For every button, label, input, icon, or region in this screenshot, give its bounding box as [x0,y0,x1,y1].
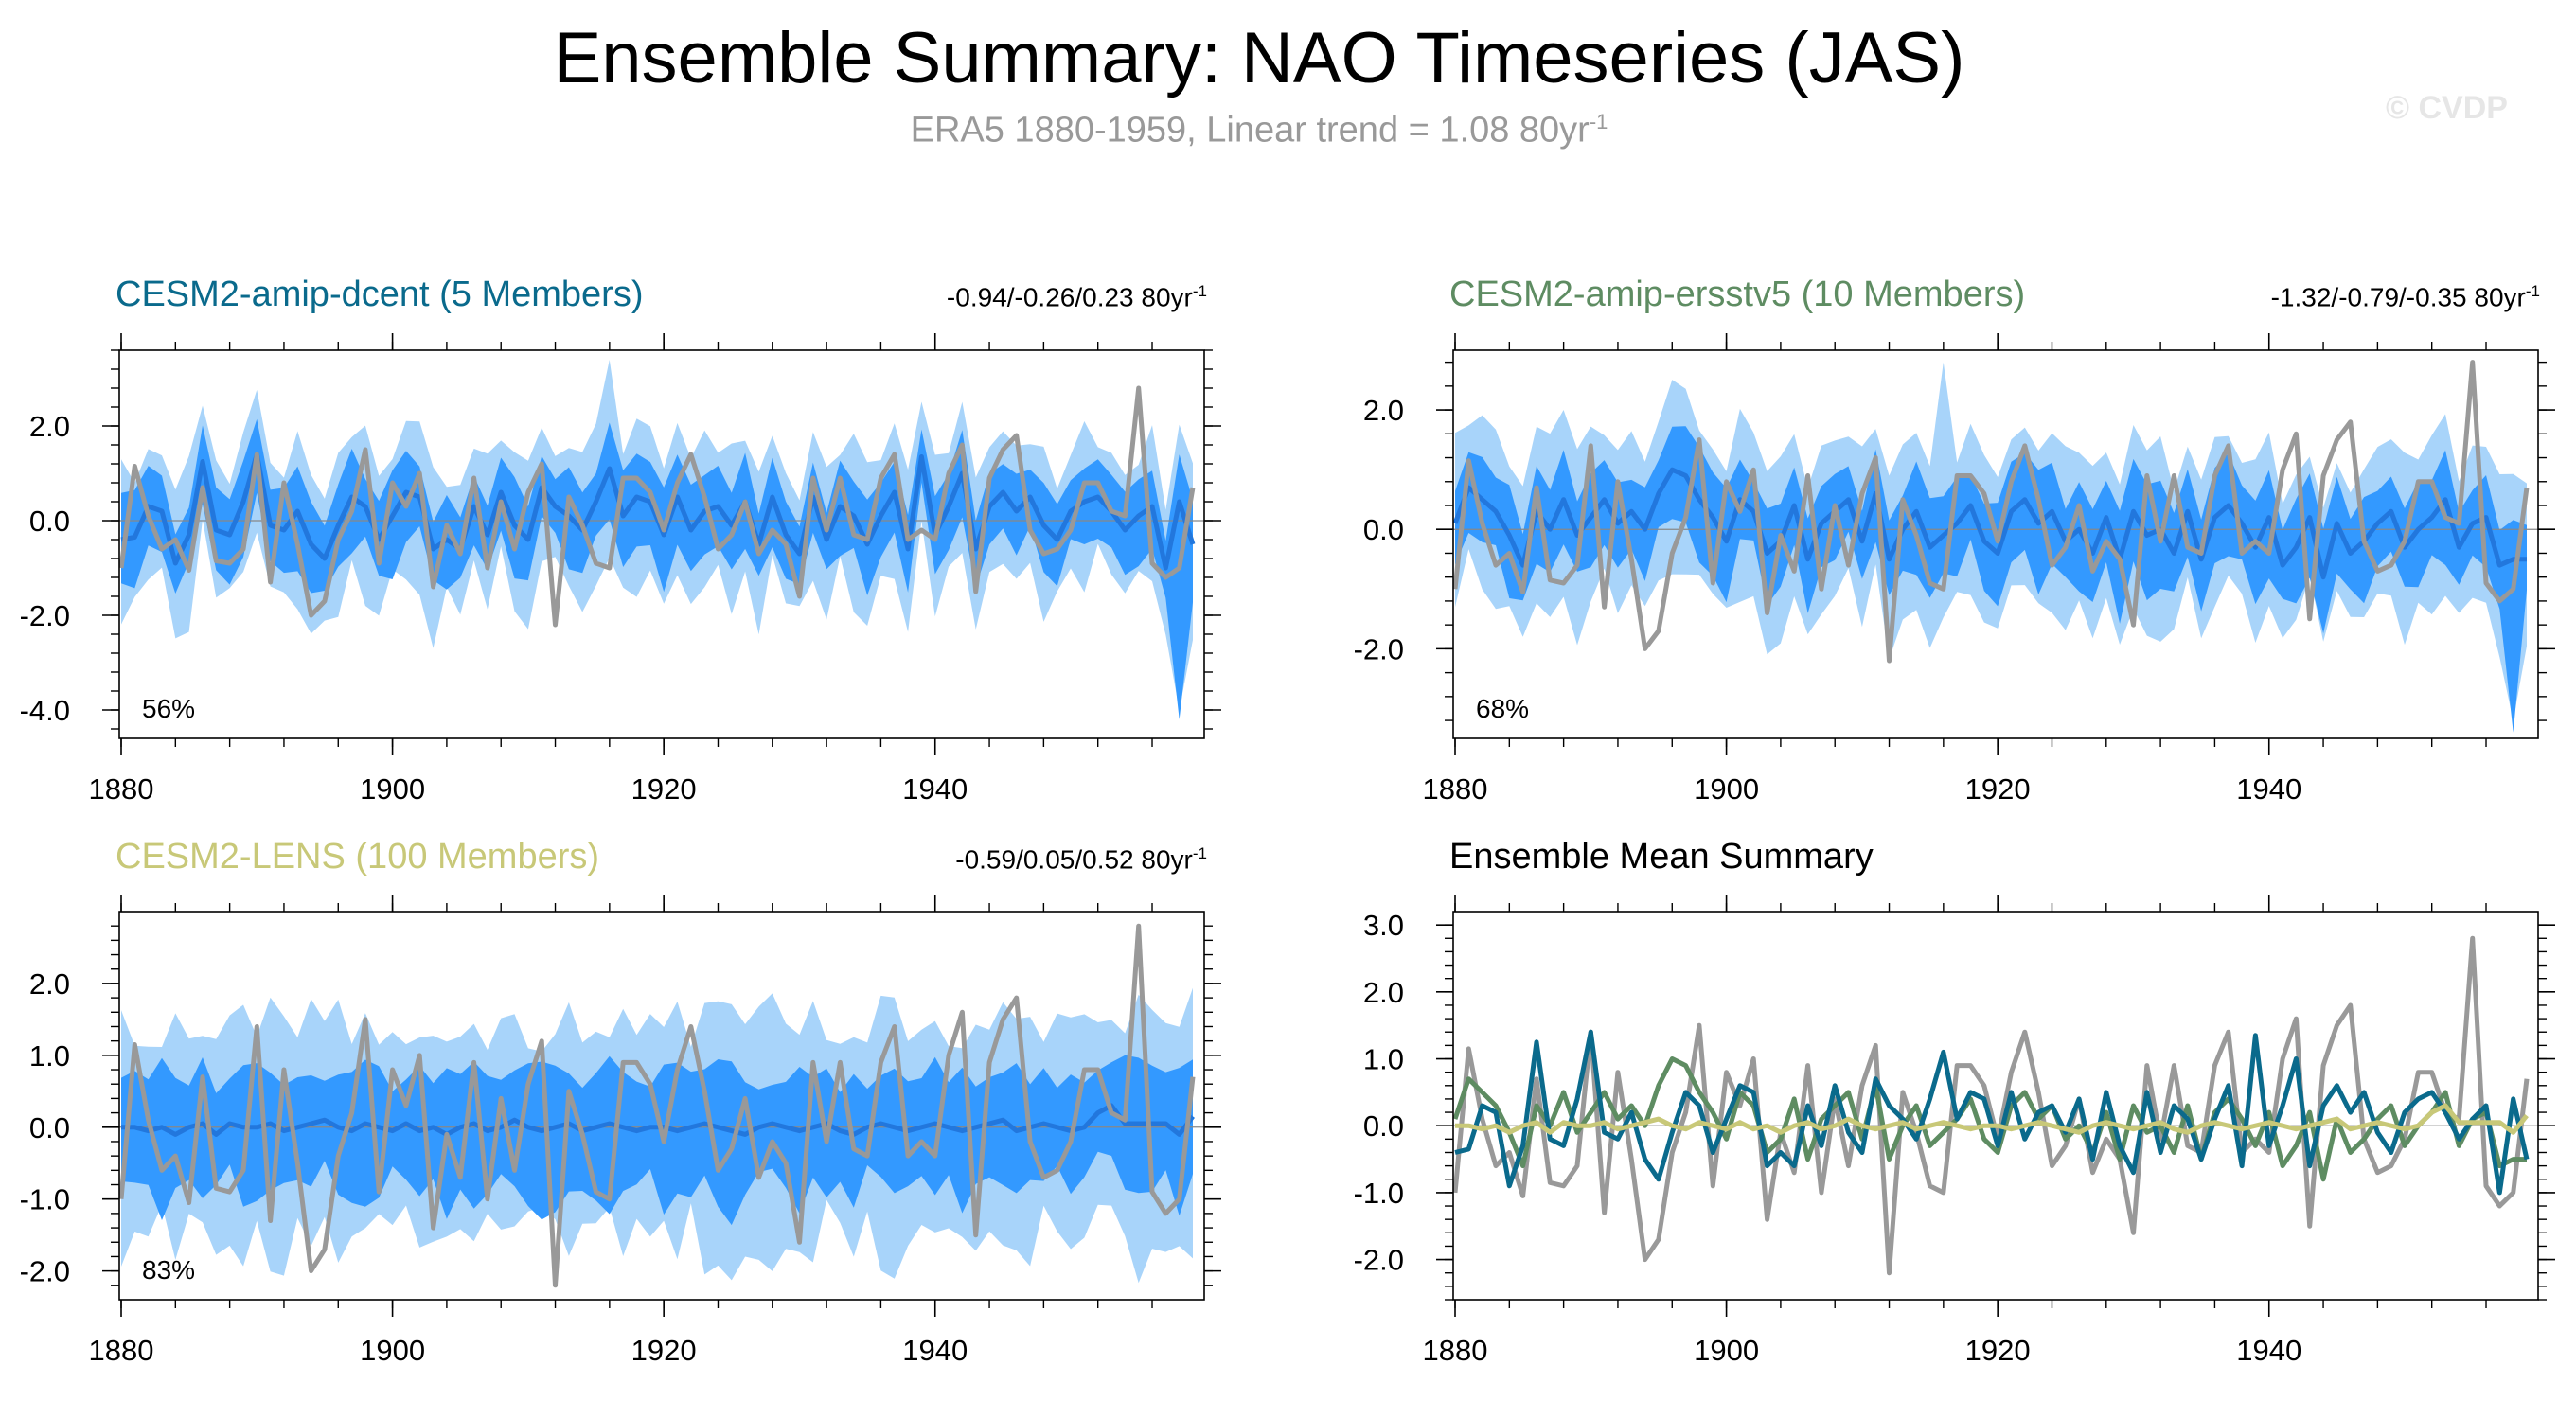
x-tick-label: 1880 [89,1334,154,1367]
lens-mean-line [1455,1103,2529,1135]
x-tick-label: 1880 [1423,772,1488,806]
panel-dcent: 56% [118,360,1204,723]
x-tick-label: 1880 [1423,1334,1488,1367]
y-tick-label: 0.0 [1363,1109,1404,1143]
x-tick-label: 1920 [1965,1334,2031,1367]
y-tick-label: 2.0 [29,410,70,443]
y-tick-label: -2.0 [20,1255,70,1288]
y-tick-label: -2.0 [1354,1244,1404,1277]
obs-line [118,385,1196,628]
dcent-mean-line [1454,1029,2530,1196]
axes-lens: 2.0 1.0 0.0 -1.0 -2.0 1880 1900 1920 1940 [20,895,1221,1367]
x-tick-label: 1940 [2236,1334,2301,1367]
x-tick-label: 1920 [631,772,697,806]
plot-frame [1452,911,2539,1301]
y-tick-label: 0.0 [29,1111,70,1144]
obs-line [1452,360,2530,664]
y-tick-label: 2.0 [1363,976,1404,1009]
trend-exponent: -1 [1192,844,1207,862]
panel-ersst: 68% [1452,360,2538,733]
panel-title-lens: CESM2-LENS (100 Members) [115,837,600,877]
panel-title-summary: Ensemble Mean Summary [1449,837,1874,877]
x-tick-label: 1900 [1694,1334,1759,1367]
x-tick-label: 1940 [2236,772,2301,806]
trend-text: -0.94/-0.26/0.23 80yr [946,282,1193,312]
y-tick-label: 2.0 [1363,394,1404,427]
main-title: Ensemble Summary: NAO Timeseries (JAS) [553,18,1965,98]
y-tick-label: -2.0 [1354,632,1404,665]
x-tick-label: 1940 [902,772,968,806]
x-tick-label: 1920 [631,1334,697,1367]
y-tick-label: 1.0 [29,1039,70,1073]
trend-text: -0.59/0.05/0.52 80yr [955,844,1193,875]
ersst-mean-line [1452,1056,2527,1182]
x-tick-label: 1900 [360,772,425,806]
panel-lens: 83% [118,923,1204,1288]
y-tick-label: -2.0 [20,599,70,632]
plot-frame [118,349,1205,739]
ensemble-mean-line [121,1103,1195,1137]
main-subtitle: ERA5 1880-1959, Linear trend = 1.08 80yr… [0,110,2518,151]
y-tick-label: 0.0 [1363,513,1404,546]
y-tick-label: -1.0 [20,1183,70,1216]
trend-exponent: -1 [2525,282,2540,300]
y-tick-label: 0.0 [29,505,70,538]
panel-trend-lens: -0.59/0.05/0.52 80yr-1 [772,844,1207,875]
x-tick-label: 1900 [360,1334,425,1367]
plot-frame [118,911,1205,1301]
ensemble-mean-line [120,452,1196,571]
x-tick-label: 1940 [902,1334,968,1367]
percent-label: 56% [142,694,195,723]
trend-text: -1.32/-0.79/-0.35 80yr [2270,282,2526,312]
x-tick-label: 1880 [89,772,154,806]
y-tick-label: 3.0 [1363,909,1404,942]
x-tick-label: 1920 [1965,772,2031,806]
y-tick-label: -4.0 [20,694,70,727]
panel-trend-dcent: -0.94/-0.26/0.23 80yr-1 [772,282,1207,312]
y-tick-label: 1.0 [1363,1043,1404,1076]
obs-line [1452,935,2530,1276]
axes-dcent: 2.0 0.0 -2.0 -4.0 1880 1900 1920 1940 [20,333,1221,806]
cvdp-watermark: © CVDP [2386,90,2508,126]
panel-trend-ersst: -1.32/-0.79/-0.35 80yr-1 [2105,282,2540,312]
percent-label: 83% [142,1255,195,1285]
axes-summary: 3.0 2.0 1.0 0.0 -1.0 -2.0 1880 1900 1920 1940 [1354,895,2555,1367]
y-tick-label: -1.0 [1354,1177,1404,1210]
x-tick-label: 1900 [1694,772,1759,806]
y-tick-label: 2.0 [29,967,70,1001]
subtitle-exponent: -1 [1589,110,1608,133]
obs-line [118,923,1196,1288]
ensemble-mean-line [1452,467,2527,580]
axes-ersst: 2.0 0.0 -2.0 1880 1900 1920 1940 [1354,333,2555,806]
trend-exponent: -1 [1192,282,1207,300]
subtitle-text: ERA5 1880-1959, Linear trend = 1.08 80yr [910,110,1590,151]
plot-frame [1452,349,2539,739]
panel-title-dcent: CESM2-amip-dcent (5 Members) [115,275,644,314]
panel-title-ersst: CESM2-amip-ersstv5 (10 Members) [1449,275,2026,314]
percent-label: 68% [1476,694,1529,723]
panel-summary [1452,935,2538,1276]
